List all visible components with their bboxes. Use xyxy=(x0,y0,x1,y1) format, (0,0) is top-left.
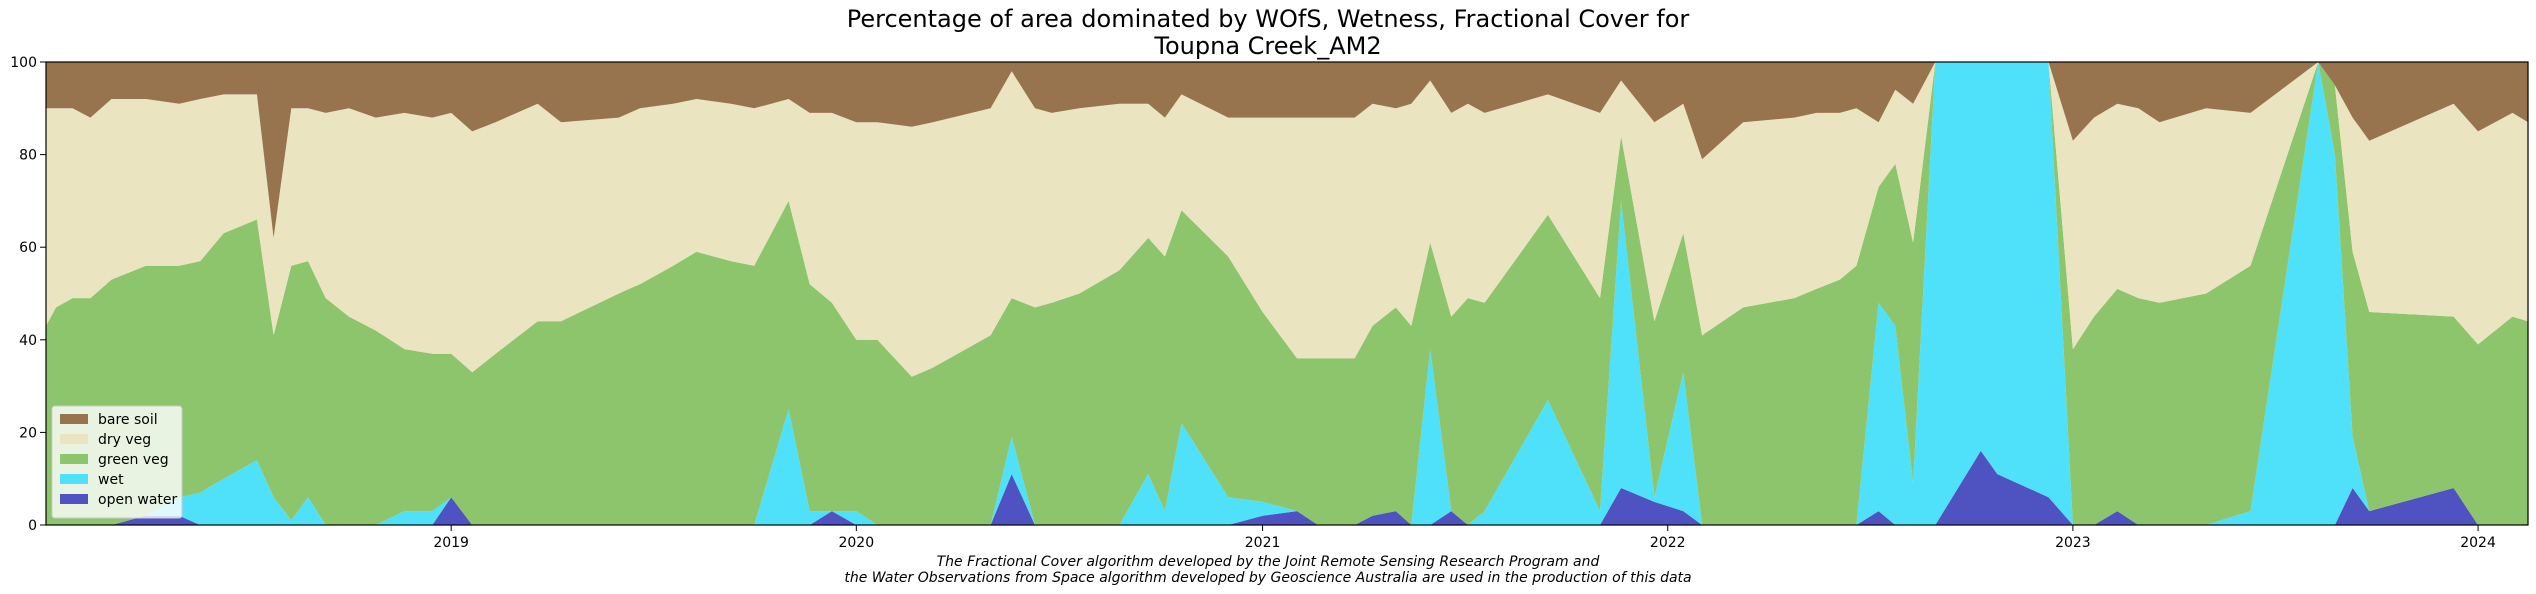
legend-swatch-bare-soil xyxy=(60,414,88,424)
y-axis: 0 20 40 60 80 100 xyxy=(10,55,46,534)
legend-swatch-wet xyxy=(60,474,88,484)
legend-swatch-dry-veg xyxy=(60,434,88,444)
chart-title-line-2: Toupna Creek_AM2 xyxy=(1153,32,1381,60)
legend-label-bare-soil: bare soil xyxy=(98,412,158,428)
x-tick-label: 2023 xyxy=(2055,535,2091,551)
legend-swatch-green-veg xyxy=(60,454,88,464)
legend-label-dry-veg: dry veg xyxy=(98,432,151,448)
legend: bare soil dry veg green veg wet open water xyxy=(51,405,183,519)
x-tick-label: 2022 xyxy=(1650,535,1686,551)
y-tick-label: 20 xyxy=(19,425,37,441)
caption-line-2: the Water Observations from Space algori… xyxy=(844,570,1691,586)
x-tick-label: 2020 xyxy=(838,535,874,551)
area-wet xyxy=(46,62,2528,525)
legend-label-open-water: open water xyxy=(98,492,178,508)
area-bare-soil xyxy=(46,62,2528,238)
x-tick-label: 2019 xyxy=(433,535,469,551)
y-tick-label: 60 xyxy=(19,240,37,256)
caption-line-1: The Fractional Cover algorithm developed… xyxy=(937,554,1600,570)
y-tick-label: 40 xyxy=(19,333,37,349)
plot-frame xyxy=(45,61,2529,526)
x-tick-label: 2024 xyxy=(2460,535,2496,551)
legend-label-wet: wet xyxy=(98,472,124,488)
area-dry-veg xyxy=(46,62,2528,377)
chart-title-line-1: Percentage of area dominated by WOfS, We… xyxy=(847,5,1690,33)
y-tick-label: 0 xyxy=(28,518,37,534)
legend-label-green-veg: green veg xyxy=(98,452,169,468)
legend-swatch-open-water xyxy=(60,494,88,504)
y-tick-label: 100 xyxy=(10,55,37,71)
x-axis: 2019 2020 2021 2022 2023 2024 xyxy=(433,525,2496,551)
x-tick-label: 2021 xyxy=(1245,535,1281,551)
area-green-veg xyxy=(46,62,2528,525)
y-tick-label: 80 xyxy=(19,148,37,164)
area-series-group xyxy=(46,62,2528,525)
